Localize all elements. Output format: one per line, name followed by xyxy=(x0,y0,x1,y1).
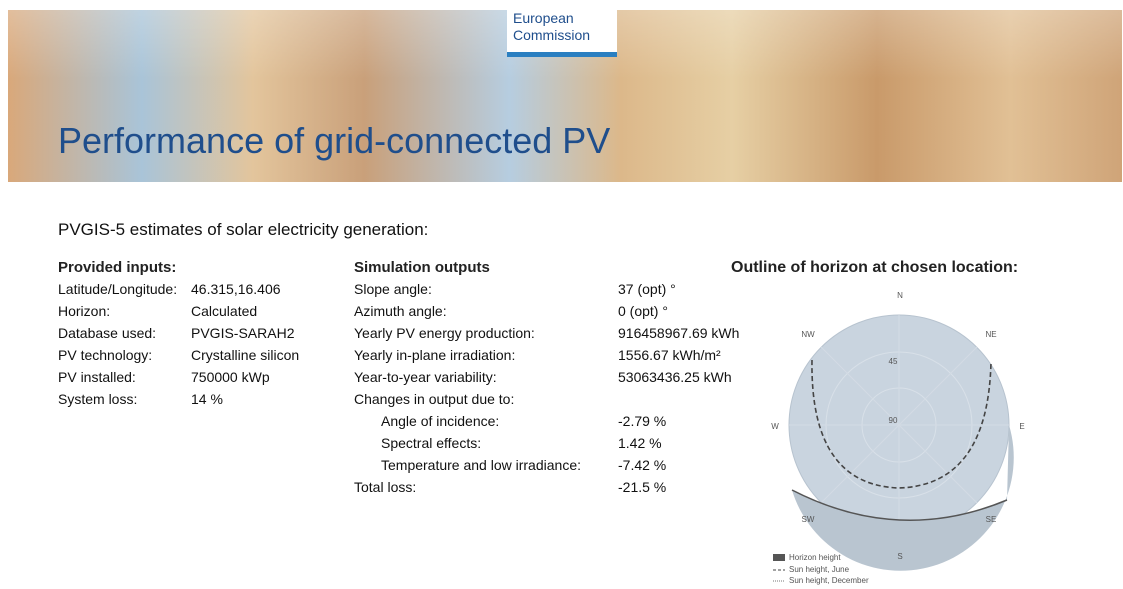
legend-swatch xyxy=(773,554,785,561)
input-label: System loss: xyxy=(58,391,137,407)
input-value: Crystalline silicon xyxy=(191,347,299,363)
output-value: 1556.67 kWh/m² xyxy=(618,347,721,363)
logo: European Commission xyxy=(507,10,617,57)
output-value: 37 (opt) ° xyxy=(618,281,676,297)
logo-line: European xyxy=(507,10,617,27)
output-label: Changes in output due to: xyxy=(354,391,514,407)
logo-line: Commission xyxy=(507,27,617,44)
output-label: Total loss: xyxy=(354,479,416,495)
output-label: Yearly PV energy production: xyxy=(354,325,535,341)
compass: N xyxy=(897,291,903,300)
output-value: 1.42 % xyxy=(618,435,662,451)
output-label: Yearly in-plane irradiation: xyxy=(354,347,515,363)
compass: SE xyxy=(986,515,997,524)
output-label: Slope angle: xyxy=(354,281,432,297)
input-label: PV technology: xyxy=(58,347,152,363)
input-value: Calculated xyxy=(191,303,257,319)
page: European Commission Performance of grid-… xyxy=(0,0,1123,589)
title: Performance of grid-connected PV xyxy=(58,120,610,162)
horizon-title: Outline of horizon at chosen location: xyxy=(731,259,1018,277)
compass: S xyxy=(897,552,902,561)
output-value: -7.42 % xyxy=(618,457,666,473)
compass: NW xyxy=(801,330,815,339)
compass: SW xyxy=(802,515,815,524)
output-label: Year-to-year variability: xyxy=(354,369,497,385)
input-label: PV installed: xyxy=(58,369,136,385)
output-value: -21.5 % xyxy=(618,479,666,495)
output-label: Temperature and low irradiance: xyxy=(381,457,581,473)
input-label: Horizon: xyxy=(58,303,110,319)
input-value: PVGIS-SARAH2 xyxy=(191,325,294,341)
grid xyxy=(789,315,1009,535)
inputs-heading: Provided inputs: xyxy=(58,259,176,276)
outputs-heading: Simulation outputs xyxy=(354,259,490,276)
output-value: 53063436.25 kWh xyxy=(618,369,732,385)
output-value: 916458967.69 kWh xyxy=(618,325,739,341)
ring-label: 90 xyxy=(889,416,898,425)
output-label: Azimuth angle: xyxy=(354,303,447,319)
compass: NE xyxy=(985,330,996,339)
horizon-diagram: N NE E SE S SW W NW 45 90 Horizon height… xyxy=(760,285,1060,589)
compass: W xyxy=(771,422,779,431)
ring-label: 45 xyxy=(889,357,898,366)
input-label: Database used: xyxy=(58,325,156,341)
output-label: Angle of incidence: xyxy=(381,413,499,429)
compass: E xyxy=(1019,422,1024,431)
input-value: 46.315,16.406 xyxy=(191,281,281,297)
output-value: -2.79 % xyxy=(618,413,666,429)
input-value: 14 % xyxy=(191,391,223,407)
legend-entry: Horizon height xyxy=(789,553,841,562)
legend-entry: Sun height, June xyxy=(789,565,850,574)
legend-entry: Sun height, December xyxy=(789,576,869,585)
input-label: Latitude/Longitude: xyxy=(58,281,177,297)
output-label: Spectral effects: xyxy=(381,435,481,451)
subtitle: PVGIS-5 estimates of solar electricity g… xyxy=(58,220,428,240)
input-value: 750000 kWp xyxy=(191,369,270,385)
output-value: 0 (opt) ° xyxy=(618,303,668,319)
